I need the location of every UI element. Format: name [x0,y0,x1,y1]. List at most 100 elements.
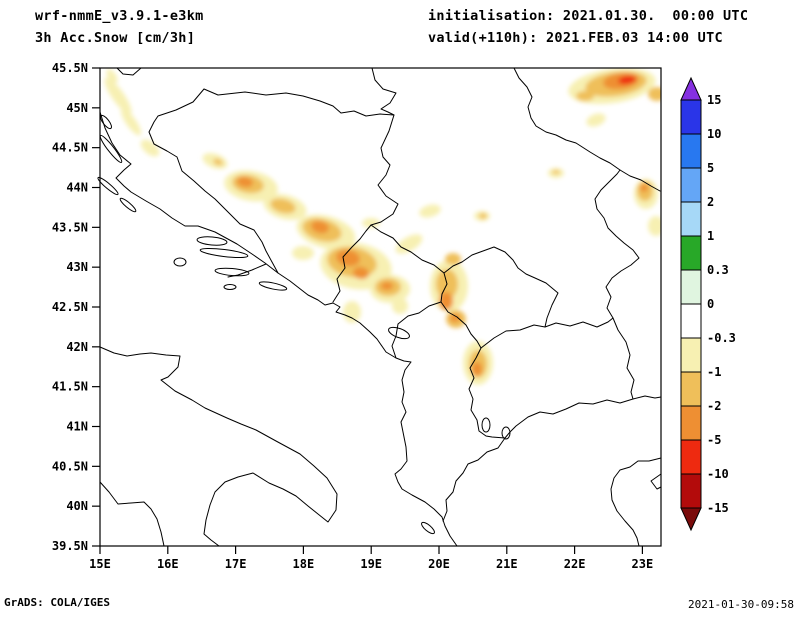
border-kosovo-albania [440,301,482,349]
island-lastovo [223,284,237,290]
colorbar-legend: 15 10 5 2 1 0.3 0 -0.3 -1 -2 -5 -10 -15 [680,76,736,532]
island-rab [100,114,112,130]
y-tick-label: 41.5N [52,380,88,394]
colorbar-label: -10 [707,467,729,481]
colorbar-label: 5 [707,161,714,175]
snow-shaded-cell [270,198,296,214]
border-serbia-macedonia [544,317,614,328]
border-macedonia-greece [504,398,634,439]
island-corfu [421,521,435,535]
snow-shaded-cell [336,249,360,267]
valid-time: valid(+110h): 2021.FEB.03 14:00 UTC [428,30,723,46]
x-tick-label: 15E [89,557,111,571]
chalkidiki-coast-stub [650,473,662,490]
snow-shaded-cell [648,87,661,101]
colorbar-label: 15 [707,93,721,107]
colorbar-segment [680,405,702,441]
y-tick-label: 40.5N [52,459,88,473]
greece-aegean-coastline [610,457,662,547]
x-tick-label: 22E [564,557,586,571]
colorbar-segment [680,337,702,373]
model-title: wrf-nmmE_v3.9.1-e3km [35,8,204,24]
border-greece-bulgaria [632,395,662,400]
border-slovenia-croatia [116,67,142,76]
snow-shaded-cell [292,246,314,260]
lake-prespa [501,426,511,440]
italy-adriatic-coastline [99,346,338,547]
x-tick-label: 21E [496,557,518,571]
snow-shaded-cell [618,75,636,85]
colorbar-segment [680,133,702,169]
snow-shaded-cell [353,266,369,280]
snow-shaded-cell [640,184,648,192]
product-title: 3h Acc.Snow [cm/3h] [35,30,196,46]
snow-shaded-cell [392,298,408,314]
grads-credit: GrADS: COLA/IGES [4,596,110,609]
snow-shaded-cell [104,77,132,115]
colorbar-segment [680,201,702,237]
snow-shaded-cell [311,220,329,234]
x-tick-label: 20E [428,557,450,571]
colorbar-label: -15 [707,501,729,515]
x-tick-label: 23E [632,557,654,571]
border-montenegro-albania [391,301,442,359]
colorbar-label: -5 [707,433,721,447]
creation-timestamp: 2021-01-30-09:58 [688,598,794,611]
east-adriatic-coastline [99,111,458,547]
x-tick-label: 17E [225,557,247,571]
lake-ohrid [481,417,491,433]
border-croatia-bosnia-sava [203,88,395,117]
border-albania-macedonia [468,347,506,439]
lakes [388,326,511,440]
snow-shaded-cell [343,301,361,323]
colorbar-segment [680,167,702,203]
colorbar-segment [680,473,702,509]
colorbar-label: -1 [707,365,721,379]
colorbar-label: -0.3 [707,331,736,345]
y-tick-label: 39.5N [52,539,88,553]
snow-shaded-cell [472,362,482,376]
y-tick-label: 42N [66,340,88,354]
snow-shaded-cell [586,113,606,127]
colorbar-label: 2 [707,195,714,209]
snow-shaded-cell [450,314,460,322]
x-axis: 15E 16E 17E 18E 19E 20E 21E 22E 23E [89,546,653,571]
colorbar-label: 0.3 [707,263,729,277]
border-serbia-bulgaria [594,169,640,319]
colorbar-arrow-top [680,76,702,101]
lake-skadar [388,326,410,340]
y-tick-label: 41N [66,420,88,434]
snow-shaded-cell [106,69,118,83]
italy-tyrrhenian-coastline [99,481,165,547]
island-pag [99,134,123,164]
border-montenegro-kosovo [440,272,448,303]
y-tick-label: 42.5N [52,300,88,314]
border-serbia-kosovo [443,246,559,328]
y-axis: 45.5N 45N 44.5N 44N 43.5N 43N 42.5N 42N 41.5N 41N… [52,61,100,553]
y-tick-label: 43N [66,260,88,274]
colorbar-label: -2 [707,399,721,413]
snow-shaded-cell [213,158,223,166]
island-korcula [214,267,250,277]
colorbar-label: 0 [707,297,714,311]
colorbar-segment [680,269,702,305]
islands [97,114,435,535]
colorbar-segment [680,99,702,135]
snow-shaded-cell [237,176,253,188]
colorbar-segment [680,303,702,339]
snow-shaded-cell [120,108,142,136]
border-macedonia-bulgaria [612,317,635,400]
snow-shaded-cell [419,204,441,218]
snow-shaded-cell [439,292,453,310]
border-bulgaria-romania-danube [619,169,661,192]
y-tick-label: 44N [66,181,88,195]
snow-shaded-cell [362,218,380,228]
snow-shading-layer [104,68,661,385]
y-tick-label: 44.5N [52,141,88,155]
island-kornati [119,197,137,213]
colorbar-segment [680,235,702,271]
snow-shaded-cell [576,91,594,101]
y-tick-label: 40N [66,499,88,513]
